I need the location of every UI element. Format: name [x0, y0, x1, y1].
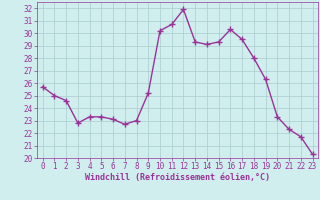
X-axis label: Windchill (Refroidissement éolien,°C): Windchill (Refroidissement éolien,°C)	[85, 173, 270, 182]
